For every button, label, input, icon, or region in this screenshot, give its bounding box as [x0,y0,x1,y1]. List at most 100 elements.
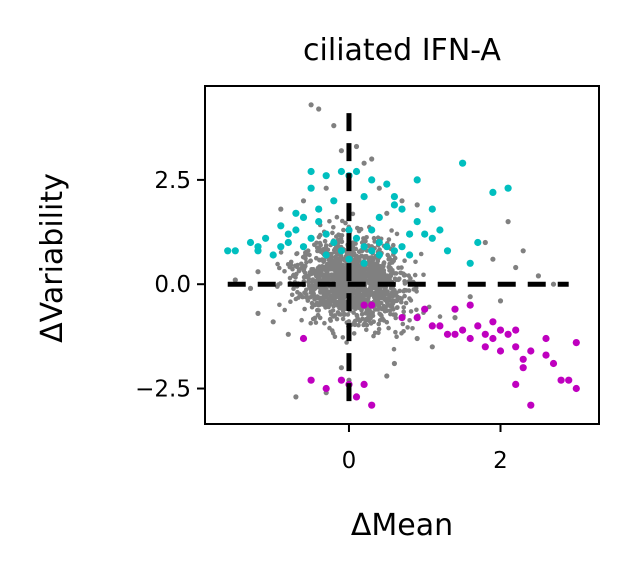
scatter-point [300,198,307,204]
cloud-point [353,246,359,252]
scatter-point [270,319,276,325]
cloud-point [363,317,369,322]
scatter-point [352,393,361,401]
cloud-point [375,258,381,264]
cloud-point [311,267,316,272]
scatter-point [368,401,376,409]
cloud-point [390,294,396,299]
scatter-point [428,322,436,330]
cloud-point [355,295,361,301]
scatter-point [496,347,505,355]
data-points [224,102,580,409]
scatter-point [330,238,338,247]
cloud-point [368,285,374,291]
cloud-point [282,269,287,274]
scatter-point [414,202,420,208]
scatter-point [572,384,580,393]
scatter-point [293,394,299,400]
scatter-point [376,185,382,191]
x-tick-label: 2 [493,448,508,474]
scatter-point [406,230,414,238]
scatter-point [361,160,367,166]
cloud-point [401,329,406,334]
cloud-point [376,321,382,327]
y-tick-label: −2.5 [135,377,191,403]
scatter-point [496,326,505,334]
cloud-point [387,255,392,260]
cloud-point [408,309,414,314]
scatter-point [285,331,291,337]
cloud-point [330,278,336,283]
cloud-point [352,298,357,303]
cloud-point [371,333,376,339]
cloud-point [337,295,343,301]
scatter-point [459,326,467,334]
cloud-point [294,271,299,277]
scatter-point [322,384,330,393]
cloud-point [363,298,368,303]
scatter-point [384,373,390,379]
cloud-point [402,293,407,299]
cloud-point [389,228,394,233]
cloud-point [329,272,335,278]
cloud-point [339,239,345,245]
cloud-point [319,264,325,269]
cloud-point [399,265,404,270]
scatter-point [428,234,436,242]
scatter-point [413,314,421,322]
scatter-point [466,334,474,343]
scatter-point [443,330,452,338]
scatter-point [323,185,329,191]
cloud-point [365,273,370,279]
cloud-point [406,273,412,278]
cloud-point [335,292,341,297]
cloud-point [386,237,392,242]
scatter-point [337,247,345,255]
cloud-point [317,315,323,321]
scatter-point [383,243,391,251]
cloud-point [393,315,399,321]
scatter-point [322,230,330,238]
scatter-point [490,256,496,262]
cloud-point [376,330,381,336]
scatter-point [375,238,383,247]
cloud-point [418,251,424,257]
cloud-point [394,231,400,237]
scatter-point [299,213,308,221]
cloud-point [364,322,370,328]
scatter-point [512,343,520,351]
cloud-point [381,318,387,323]
cloud-point [302,306,307,312]
cloud-point [329,254,334,260]
cloud-point [303,249,309,255]
cloud-point [335,271,340,277]
scatter-point [452,315,458,321]
cloud-point [399,296,404,301]
cloud-point [384,308,390,314]
cloud-point [402,287,407,293]
scatter-point [368,176,376,184]
cloud-point [359,269,365,275]
cloud-point [323,263,329,269]
scatter-point [383,180,391,188]
cloud-point [383,273,388,279]
y-axis-label: ΔVariability [35,173,70,343]
cloud-point [331,331,336,336]
cloud-point [295,262,300,268]
scatter-point [352,167,361,176]
cloud-point [303,274,308,280]
scatter-point [338,148,344,154]
y-tick-label: 0.0 [154,272,191,298]
scatter-point [414,335,420,342]
cloud-point [391,312,396,317]
cloud-point [324,267,330,273]
cloud-point [322,238,328,244]
scatter-point [406,251,414,259]
cloud-point [386,325,391,331]
cloud-point [393,329,398,335]
cloud-point [339,233,345,238]
cloud-point [340,284,346,289]
cloud-point [285,262,291,267]
cloud-point [331,225,336,230]
cloud-point [313,320,319,325]
